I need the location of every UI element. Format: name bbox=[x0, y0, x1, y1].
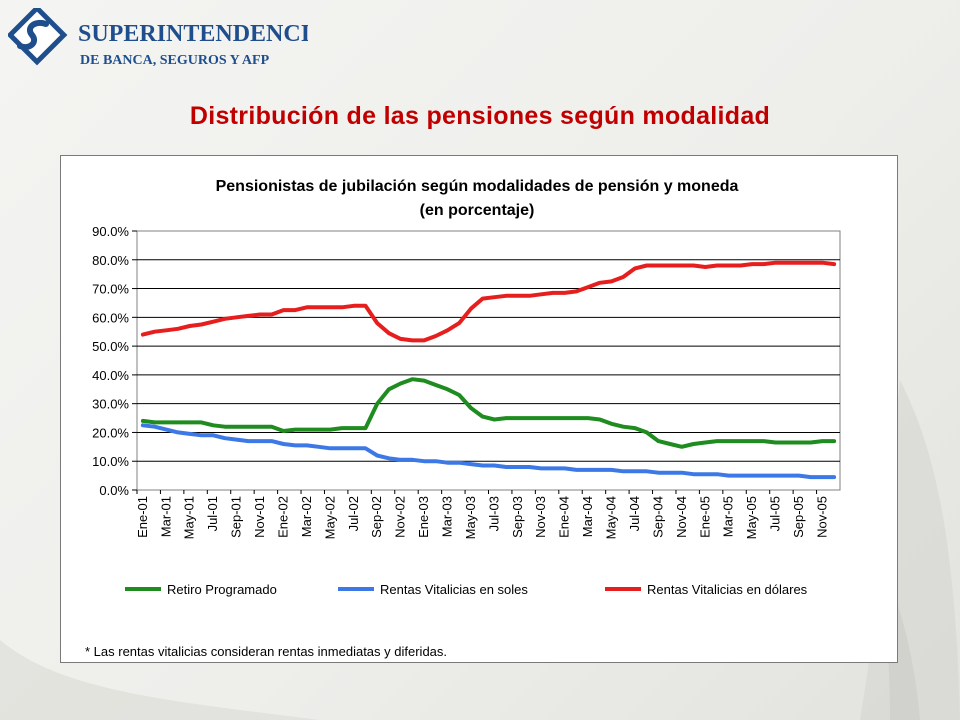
x-axis: Ene-01 Mar-01 May-01 Jul-01 Sep-01 Nov-01 Ene-… bbox=[135, 490, 829, 539]
series-line bbox=[140, 260, 837, 343]
chart-footnote: * Las rentas vitalicias consideran renta… bbox=[85, 644, 447, 659]
y-tick-label: 70.0% bbox=[92, 282, 129, 297]
x-tick-label: May-04 bbox=[604, 496, 619, 539]
x-tick-label: Jul-03 bbox=[486, 496, 501, 531]
x-tick-label: Mar-05 bbox=[721, 496, 736, 537]
series-line bbox=[140, 377, 837, 449]
x-tick-label: Ene-05 bbox=[697, 496, 712, 538]
y-tick-label: 20.0% bbox=[92, 425, 129, 440]
x-tick-label: Mar-04 bbox=[580, 496, 595, 537]
y-axis: 0.0% 10.0% 20.0% 30.0% 40.0% 50.0% 60.0% 70.0% 8… bbox=[92, 224, 137, 498]
plot-area bbox=[136, 230, 841, 491]
y-tick-label: 30.0% bbox=[92, 397, 129, 412]
chart-subtitle: (en porcentaje) bbox=[420, 202, 535, 219]
x-tick-label: Jul-04 bbox=[627, 496, 642, 531]
x-tick-label: Jul-02 bbox=[346, 496, 361, 531]
x-tick-label: Ene-01 bbox=[135, 496, 150, 538]
x-tick-label: Mar-03 bbox=[439, 496, 454, 537]
y-tick-label: 50.0% bbox=[92, 339, 129, 354]
x-tick-label: May-01 bbox=[182, 496, 197, 539]
x-tick-label: Nov-05 bbox=[814, 496, 829, 538]
x-tick-label: Nov-03 bbox=[533, 496, 548, 538]
x-tick-label: Sep-01 bbox=[229, 496, 244, 538]
x-tick-label: Nov-01 bbox=[252, 496, 267, 538]
logo: SUPERINTENDENCIA DE BANCA, SEGUROS Y AFP bbox=[8, 8, 308, 68]
x-tick-label: Sep-04 bbox=[650, 496, 665, 538]
y-tick-label: 0.0% bbox=[99, 483, 129, 498]
series-lines bbox=[140, 260, 837, 480]
x-tick-label: May-03 bbox=[463, 496, 478, 539]
chart-frame: Pensionistas de jubilación según modalid… bbox=[60, 155, 898, 663]
x-tick-label: Jul-01 bbox=[205, 496, 220, 531]
y-tick-label: 10.0% bbox=[92, 454, 129, 469]
x-tick-label: May-05 bbox=[744, 496, 759, 539]
x-tick-label: Nov-04 bbox=[674, 496, 689, 538]
x-tick-label: Ene-02 bbox=[275, 496, 290, 538]
x-tick-label: Sep-05 bbox=[791, 496, 806, 538]
line-chart: Pensionistas de jubilación según modalid… bbox=[85, 178, 841, 659]
legend-label: Rentas Vitalicias en soles bbox=[380, 582, 528, 597]
x-tick-label: Ene-04 bbox=[557, 496, 572, 538]
x-tick-label: Mar-02 bbox=[299, 496, 314, 537]
plot-frame bbox=[136, 230, 841, 491]
x-tick-label: Ene-03 bbox=[416, 496, 431, 538]
legend: Retiro Programado Rentas Vitalicias en so… bbox=[125, 582, 808, 597]
x-tick-label: Sep-02 bbox=[369, 496, 384, 538]
series-line bbox=[140, 423, 837, 480]
chart-title: Pensionistas de jubilación según modalid… bbox=[216, 178, 739, 195]
x-tick-label: Nov-02 bbox=[393, 496, 408, 538]
y-tick-label: 60.0% bbox=[92, 310, 129, 325]
legend-label: Rentas Vitalicias en dólares bbox=[647, 582, 808, 597]
x-tick-label: Mar-01 bbox=[158, 496, 173, 537]
legend-label: Retiro Programado bbox=[167, 582, 277, 597]
y-tick-label: 40.0% bbox=[92, 368, 129, 383]
logo-emblem-icon bbox=[8, 8, 68, 66]
x-tick-label: Jul-05 bbox=[768, 496, 783, 531]
logo-brand-name: SUPERINTENDENCIA bbox=[78, 21, 308, 47]
slide-title: Distribución de las pensiones según moda… bbox=[189, 102, 771, 130]
x-tick-label: May-02 bbox=[322, 496, 337, 539]
y-tick-label: 90.0% bbox=[92, 224, 129, 239]
logo-tagline: DE BANCA, SEGUROS Y AFP bbox=[80, 53, 270, 68]
x-tick-label: Sep-03 bbox=[510, 496, 525, 538]
y-tick-label: 80.0% bbox=[92, 253, 129, 268]
